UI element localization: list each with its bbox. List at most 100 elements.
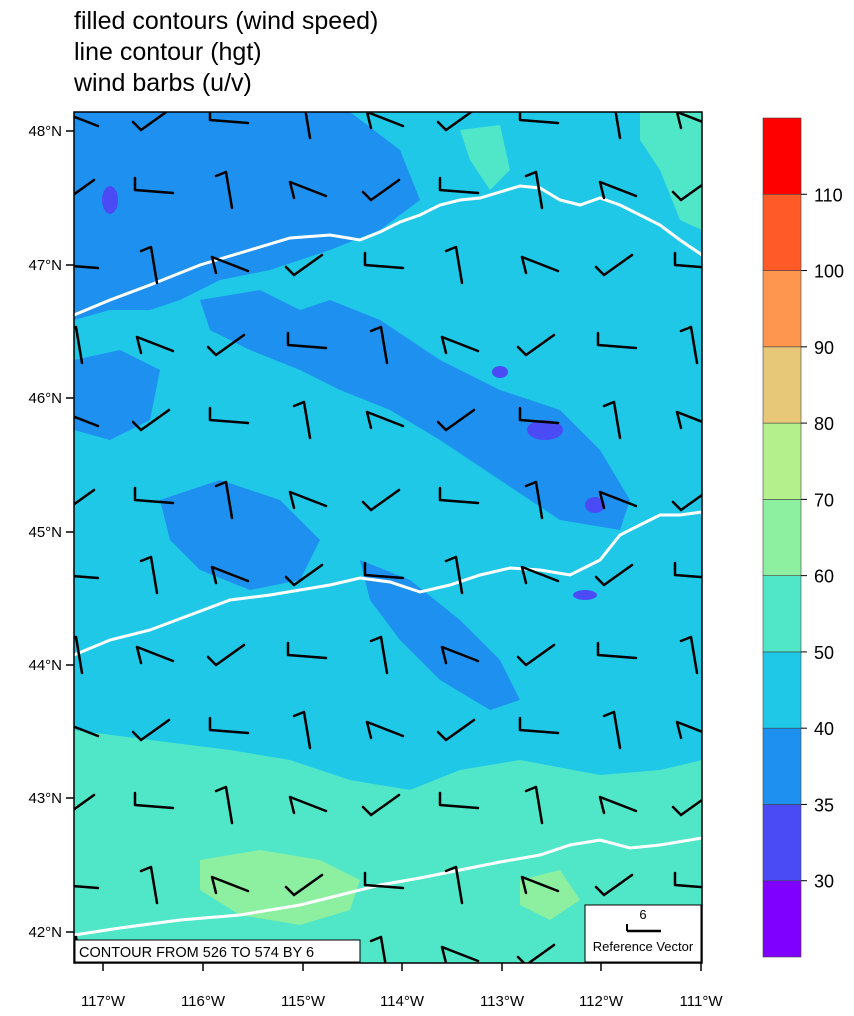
longitude-axis: 117°W 116°W 115°W 114°W 113°W 112°W 111°W (81, 963, 723, 1010)
wind-barb (436, 718, 476, 742)
title-line-2: line contour (hgt) (74, 38, 262, 66)
wind-speed-50-60-patch (460, 125, 510, 190)
lat-tick-label: 42°N (28, 924, 62, 941)
wind-barb (133, 176, 175, 195)
wind-barb (135, 645, 175, 665)
wind-barb (133, 791, 175, 810)
wind-barb (520, 875, 560, 895)
wind-barb (520, 255, 560, 275)
colorbar: 30 35 40 50 60 70 80 90 100 110 (762, 117, 844, 958)
wind-barb (292, 400, 312, 440)
wind-barb (286, 641, 328, 660)
wind-speed-35-40-band (200, 290, 630, 530)
height-contours (74, 184, 702, 937)
reference-vector-label: Reference Vector (593, 939, 694, 954)
colorbar-segment (762, 346, 802, 424)
colorbar-segment (762, 117, 802, 195)
wind-barb (436, 112, 474, 132)
wind-barb (369, 635, 389, 675)
contour-info-text: CONTOUR FROM 526 TO 574 BY 6 (79, 945, 314, 961)
wind-barb (594, 253, 634, 277)
colorbar-segment (762, 651, 802, 729)
wind-barb (602, 710, 622, 750)
wind-barb (520, 565, 560, 585)
lon-tick-label: 113°W (480, 993, 525, 1010)
lon-tick-label: 116°W (181, 993, 226, 1010)
colorbar-label: 60 (814, 567, 834, 587)
wind-barb (524, 480, 544, 520)
wind-speed-30-35-core (527, 420, 563, 440)
lon-tick-label: 115°W (281, 993, 326, 1010)
title-line-1: filled contours (wind speed) (74, 7, 379, 35)
wind-barb (436, 408, 476, 432)
wind-speed-50-60-ne (640, 112, 702, 230)
lon-tick-label: 112°W (579, 993, 624, 1010)
wind-barb (284, 563, 324, 587)
wind-barb (361, 793, 401, 817)
wind-barb (594, 873, 634, 897)
wind-barb (288, 795, 328, 815)
wind-barb (440, 335, 480, 355)
wind-speed-30-35-core (573, 590, 597, 600)
colorbar-label: 50 (814, 643, 834, 663)
wind-barb (365, 112, 405, 130)
wind-barb (74, 725, 100, 738)
wind-barbs (74, 112, 702, 963)
wind-speed-35-40-area (74, 112, 420, 320)
wind-barb (208, 112, 250, 125)
lon-tick-label: 117°W (81, 993, 126, 1010)
wind-barb (518, 716, 560, 735)
wind-barb (518, 112, 560, 125)
wind-barb (210, 875, 250, 895)
wind-barb (74, 884, 100, 890)
wind-barb (365, 410, 405, 430)
wind-barb (288, 490, 328, 510)
colorbar-label: 70 (814, 490, 834, 510)
colorbar-label: 90 (814, 338, 834, 358)
wind-barb (74, 178, 96, 196)
lat-tick-label: 43°N (28, 790, 62, 807)
colorbar-segment (762, 499, 802, 576)
wind-speed-35-40-streak (360, 560, 520, 710)
wind-barb (139, 555, 159, 595)
wind-speed-30-35-core (585, 497, 605, 513)
wind-barb (131, 408, 171, 432)
lat-tick-label: 47°N (28, 257, 62, 274)
wind-barb (210, 255, 250, 275)
wind-speed-35-40-patch-west (74, 350, 160, 440)
wind-barb (671, 798, 702, 817)
wind-barb (131, 718, 171, 742)
wind-speed-30-35-core (492, 366, 508, 378)
wind-barb (602, 400, 622, 440)
wind-barb (675, 720, 702, 740)
wind-barb (74, 793, 96, 811)
wind-barb (596, 641, 638, 660)
wind-speed-60-70-patch (200, 850, 360, 925)
colorbar-label: 40 (814, 719, 834, 739)
colorbar-label: 110 (814, 185, 843, 205)
colorbar-label: 80 (814, 414, 834, 434)
wind-barb (440, 645, 480, 665)
wind-barb (206, 333, 246, 357)
height-contour-line (74, 836, 702, 937)
wind-barb (361, 488, 401, 512)
wind-barb (292, 710, 312, 750)
wind-barb (208, 716, 250, 735)
wind-barb (363, 561, 405, 580)
wind-barb (671, 183, 702, 202)
plot-frame (73, 111, 703, 964)
wind-barb (365, 720, 405, 740)
latitude-axis: 48°N 47°N 46°N 45°N 44°N 43°N 42°N (28, 123, 74, 941)
wind-barb (598, 180, 638, 200)
wind-barb (214, 785, 234, 825)
wind-barb (675, 112, 702, 130)
wind-barb (210, 565, 250, 585)
wind-barb (518, 406, 560, 425)
wind-barb (369, 325, 389, 365)
lat-tick-label: 44°N (28, 657, 62, 674)
wind-barb (74, 264, 100, 270)
wind-barb (598, 490, 638, 510)
wind-barb (444, 555, 464, 595)
wind-barb (214, 170, 234, 210)
